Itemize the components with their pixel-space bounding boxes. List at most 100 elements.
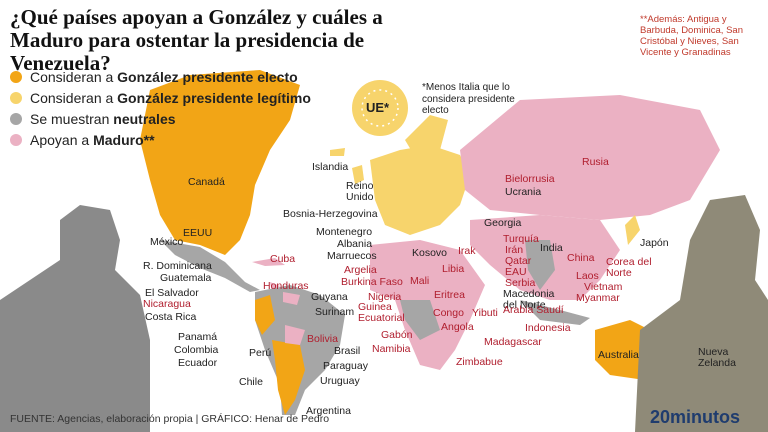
legend: Consideran a González presidente electo C… — [10, 66, 311, 150]
country-label: Perú — [249, 347, 272, 359]
country-label: Corea del Norte — [606, 256, 652, 279]
north-america — [140, 70, 300, 255]
country-label: Bolivia — [307, 333, 338, 345]
country-label: Yibuti — [472, 307, 498, 319]
legend-bold: González presidente legítimo — [117, 89, 311, 106]
legend-swatch — [10, 112, 22, 125]
country-label: Guinea Ecuatorial — [358, 301, 405, 324]
country-label: Bielorrusia — [505, 173, 555, 185]
country-label: Chile — [239, 376, 263, 388]
indonesia-shape — [520, 300, 590, 325]
country-label: Montenegro — [316, 226, 373, 238]
country-label: Cuba — [270, 253, 296, 265]
country-label: Albania — [337, 238, 373, 250]
country-label: Gabón — [381, 329, 413, 341]
andes-north — [255, 295, 275, 335]
country-label: Arabia Saudí — [503, 304, 564, 316]
scandinavia — [405, 115, 448, 165]
country-label: Argentina — [306, 405, 351, 417]
country-label: Zimbabue — [456, 356, 503, 368]
country-label: Uruguay — [320, 375, 360, 387]
country-label: Georgia — [484, 217, 522, 229]
source: FUENTE: Agencias, elaboración propia | G… — [10, 413, 330, 425]
country-label: Qatar — [505, 255, 532, 267]
country-label: Surinam — [315, 306, 355, 318]
country-label: Angola — [441, 321, 474, 333]
country-label: Namibia — [372, 343, 411, 355]
country-label: Costa Rica — [145, 311, 197, 323]
country-label: Irán — [505, 244, 524, 256]
legend-text: Consideran a — [30, 89, 118, 106]
country-label: Guyana — [311, 291, 348, 303]
country-label: Marruecos — [327, 250, 377, 262]
country-label: Rusia — [582, 156, 609, 168]
venezuela-shape — [283, 292, 300, 305]
legend-text: Se muestran — [30, 110, 114, 127]
country-label: EEUU — [183, 227, 213, 239]
india-shape — [525, 240, 555, 290]
country-label: R. Dominicana — [143, 260, 212, 272]
country-label: Nigeria — [368, 291, 402, 303]
brand: 20minutos — [650, 407, 741, 427]
country-label: Honduras — [263, 280, 309, 292]
legend-swatch — [10, 91, 22, 104]
uk-shape — [352, 165, 364, 184]
country-label: Indonesia — [525, 322, 571, 334]
country-label: Brasil — [334, 345, 361, 357]
country-label: Bosnia-Herzegovina — [283, 208, 378, 220]
country-label: Macedonia del Norte — [503, 288, 555, 311]
eu-label: UE* — [366, 100, 390, 115]
country-label: Islandia — [312, 161, 349, 173]
country-label: China — [567, 252, 595, 264]
legend-item: Consideran a González presidente electo — [10, 66, 311, 87]
legend-item: Consideran a González presidente legítim… — [10, 87, 311, 108]
country-label: Nueva Zelanda — [698, 346, 736, 369]
country-label: Eritrea — [434, 289, 465, 301]
country-label: Paraguay — [323, 360, 368, 372]
country-label: Libia — [442, 263, 465, 275]
country-label: Irak — [458, 245, 476, 257]
country-label: Laos — [576, 270, 599, 282]
bolivia-shape — [285, 325, 305, 345]
russia — [460, 95, 720, 220]
legend-text: Consideran a — [30, 68, 118, 85]
country-label: India — [540, 242, 563, 254]
country-label: Congo — [433, 307, 464, 319]
eu-note: *Menos Italia que lo considera president… — [422, 82, 515, 116]
country-label: Nicaragua — [143, 298, 191, 310]
country-label: Ucrania — [505, 186, 542, 198]
country-label: Canadá — [188, 176, 225, 188]
cuba-shape — [252, 258, 285, 266]
legend-item: Se muestran neutrales — [10, 108, 311, 129]
legend-text: Apoyan a — [30, 131, 94, 148]
legend-bold: neutrales — [113, 110, 176, 127]
europe — [370, 145, 470, 235]
country-label: Reino Unido — [346, 180, 374, 203]
central-america — [160, 240, 260, 292]
japan-shape — [625, 215, 640, 245]
country-label: Mali — [410, 275, 430, 287]
country-label: México — [150, 236, 184, 248]
country-label: Ecuador — [178, 357, 218, 369]
country-label: El Salvador — [145, 287, 199, 299]
country-label: Serbia — [505, 277, 536, 289]
legend-bold: Maduro** — [93, 131, 155, 148]
legend-swatch — [10, 133, 22, 146]
country-label: Turquía — [503, 233, 539, 245]
southern-cone — [272, 340, 305, 415]
portrait-left — [0, 205, 150, 432]
note: **Además: Antigua y Barbuda, Dominica, S… — [640, 14, 743, 58]
country-label: Guatemala — [160, 272, 212, 284]
portrait-right — [635, 195, 768, 432]
country-label: Vietnam — [584, 281, 623, 293]
title: ¿Qué países apoyan a González y cuáles a… — [10, 5, 383, 75]
country-label: Myanmar — [576, 292, 620, 304]
country-label: EAU — [505, 266, 527, 278]
country-label: Japón — [640, 237, 669, 249]
country-label: Colombia — [174, 344, 219, 356]
country-label: Burkina Faso — [341, 276, 403, 288]
country-label: Argelia — [344, 264, 377, 276]
eu-badge — [352, 80, 408, 136]
country-label: Kosovo — [412, 247, 448, 259]
